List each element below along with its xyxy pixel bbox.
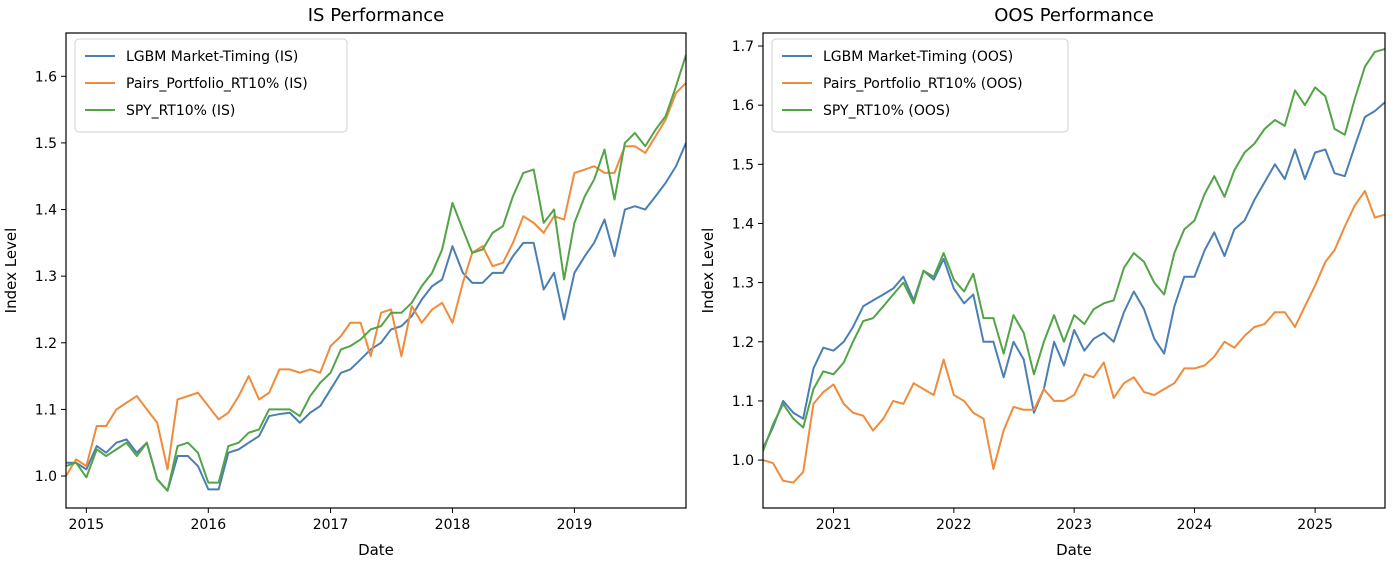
chart-panel-oos: 2021 2022 2023 2024 2025 1.0 1.1 1.2 1.3 1.4 1.5 1.… <box>699 5 1386 559</box>
y-tick-label: 1.6 <box>35 69 57 85</box>
y-tick-label: 1.7 <box>732 39 754 55</box>
y-tick-label: 1.4 <box>732 216 754 232</box>
x-tick-label: 2021 <box>816 517 852 533</box>
x-tick-label: 2015 <box>69 517 105 533</box>
x-tick-label: 2016 <box>190 517 226 533</box>
chart-title: OOS Performance <box>994 5 1154 26</box>
legend-box <box>771 38 1069 133</box>
y-tick-label: 1.5 <box>35 136 57 152</box>
y-tick-label: 1.3 <box>35 269 57 285</box>
x-tick-label: 2023 <box>1056 517 1092 533</box>
y-tick-label: 1.3 <box>732 276 754 292</box>
x-tick-label: 2018 <box>435 517 471 533</box>
legend-label: Pairs_Portfolio_RT10% (IS) <box>126 76 308 92</box>
series-line-0 <box>66 142 686 492</box>
y-axis-label: Index Level <box>2 228 20 314</box>
x-axis-label: Date <box>358 541 394 559</box>
y-tick-label: 1.0 <box>35 469 57 485</box>
legend-label: SPY_RT10% (IS) <box>126 103 235 119</box>
series-line-1 <box>763 189 1385 484</box>
x-tick-label: 2025 <box>1297 517 1333 533</box>
y-tick-label: 1.2 <box>35 336 57 352</box>
y-tick-label: 1.0 <box>732 453 754 469</box>
y-tick-label: 1.6 <box>732 98 754 114</box>
plot-frame <box>65 32 687 509</box>
series-line-0 <box>763 101 1385 449</box>
series-line-2 <box>66 54 686 492</box>
x-tick-label: 2022 <box>936 517 972 533</box>
x-tick-label: 2024 <box>1177 517 1213 533</box>
x-axis-label: Date <box>1056 541 1092 559</box>
series-lines <box>763 48 1385 484</box>
chart-title: IS Performance <box>308 5 445 26</box>
series-line-1 <box>66 82 686 477</box>
y-tick-label: 1.2 <box>732 335 754 351</box>
legend-label: LGBM Market-Timing (IS) <box>126 49 298 65</box>
chart-panel-is: 2015 2016 2017 2018 2019 1.0 1.1 1.2 1.3 1.4 1.5 1.… <box>2 5 687 559</box>
legend: LGBM Market-Timing (OOS) Pairs_Portfolio_… <box>771 38 1069 133</box>
y-tick-label: 1.1 <box>35 402 57 418</box>
series-line-2 <box>763 48 1385 452</box>
legend-box <box>74 38 348 133</box>
y-axis-label: Index Level <box>699 228 717 314</box>
x-tick-label: 2017 <box>313 517 349 533</box>
x-tick-label: 2019 <box>557 517 593 533</box>
legend-label: SPY_RT10% (OOS) <box>823 103 950 119</box>
y-tick-label: 1.1 <box>732 394 754 410</box>
legend-label: Pairs_Portfolio_RT10% (OOS) <box>823 76 1023 92</box>
series-lines <box>66 54 686 492</box>
y-tick-label: 1.5 <box>732 157 754 173</box>
legend: LGBM Market-Timing (IS) Pairs_Portfolio_R… <box>74 38 348 133</box>
legend-label: LGBM Market-Timing (OOS) <box>823 49 1013 65</box>
y-tick-label: 1.4 <box>35 203 57 219</box>
